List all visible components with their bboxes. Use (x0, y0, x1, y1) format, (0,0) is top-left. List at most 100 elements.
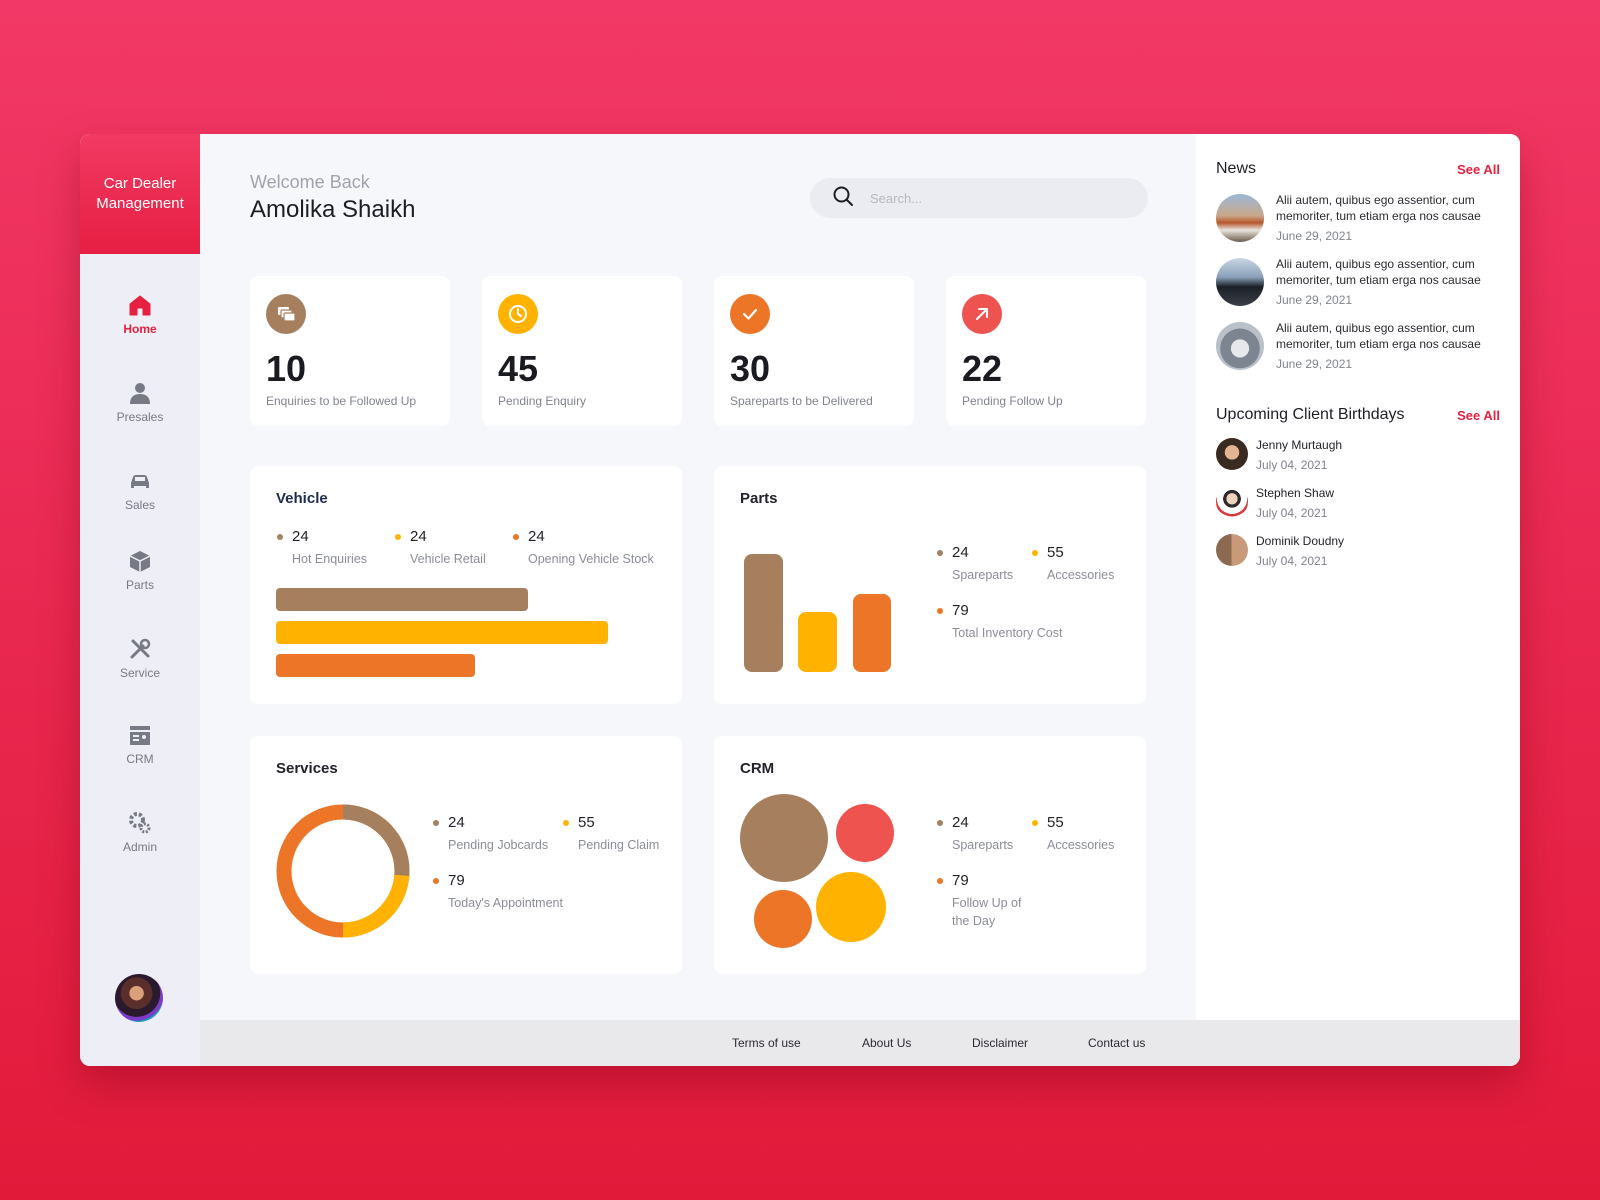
stat-card[interactable]: 30 Spareparts to be Delivered (714, 276, 914, 426)
news-date: June 29, 2021 (1276, 293, 1353, 307)
welcome-text: Welcome Back (250, 172, 370, 192)
birthday-name: Dominik Doudny (1256, 534, 1345, 548)
legend-value: 24 (936, 544, 1013, 561)
legend-value: 24 (432, 814, 548, 831)
card-title: Vehicle (276, 490, 328, 507)
vehicle-card: Vehicle 24 Hot Enquiries 24 Vehicle Reta… (250, 466, 682, 704)
birthday-name: Stephen Shaw (1256, 486, 1335, 500)
stat-card[interactable]: 10 Enquiries to be Followed Up (250, 276, 450, 426)
stat-card[interactable]: 22 Pending Follow Up (946, 276, 1146, 426)
sidebar-item-presales[interactable]: Presales (80, 380, 200, 440)
birthday-item[interactable]: Dominik Doudny July 04, 2021 (1216, 534, 1506, 574)
birthday-item[interactable]: Stephen Shaw July 04, 2021 (1216, 486, 1506, 526)
crm-card: CRM 24 Spareparts 55 Accessories 79 Foll… (714, 736, 1146, 974)
vehicle-bar-opening-stock (276, 654, 475, 677)
avatar[interactable] (115, 974, 163, 1022)
sidebar-item-crm[interactable]: CRM (80, 722, 200, 782)
birthday-date: July 04, 2021 (1256, 506, 1328, 520)
footer-link-about[interactable]: About Us (862, 1036, 912, 1050)
legend-item: 55 Pending Claim (562, 814, 660, 854)
footer-link-contact[interactable]: Contact us (1088, 1036, 1146, 1050)
sidebar-item-home[interactable]: Home (80, 292, 200, 352)
search-icon (832, 185, 854, 212)
card-title: Services (276, 760, 338, 777)
stat-label: Pending Enquiry (498, 394, 587, 408)
sidebar-item-service[interactable]: Service (80, 636, 200, 696)
box-icon (127, 548, 153, 574)
news-see-all-link[interactable]: See All (1457, 162, 1500, 177)
stat-value: 30 (730, 348, 771, 389)
news-thumbnail (1216, 194, 1264, 242)
footer-link-terms[interactable]: Terms of use (732, 1036, 801, 1050)
legend-label: Accessories (1047, 568, 1115, 582)
legend-item: 24 Hot Enquiries (276, 528, 368, 568)
birthdays-heading: Upcoming Client Birthdays (1216, 406, 1405, 423)
vehicle-bar-hot-enquiries (276, 588, 528, 611)
legend-label: Follow Up of the Day (952, 896, 1022, 928)
legend-label: Pending Claim (578, 838, 660, 852)
news-date: June 29, 2021 (1276, 357, 1353, 371)
contact-card-icon (127, 722, 153, 748)
card-title: Parts (740, 490, 778, 507)
messages-icon (266, 294, 306, 334)
search-input[interactable] (870, 190, 1120, 206)
legend-item: 55 Accessories (1031, 544, 1115, 584)
news-item[interactable]: Alii autem, quibus ego assentior, cum me… (1216, 257, 1506, 318)
footer: Terms of use About Us Disclaimer Contact… (200, 1020, 1520, 1066)
birthdays-see-all-link[interactable]: See All (1457, 408, 1500, 423)
crm-bubble-follow-up (754, 890, 812, 948)
services-donut-chart (276, 804, 410, 938)
legend-label: Hot Enquiries (292, 552, 368, 566)
services-card: Services 24 Pending Jobcards 55 Pending … (250, 736, 682, 974)
news-item[interactable]: Alii autem, quibus ego assentior, cum me… (1216, 321, 1506, 382)
sidebar-item-label: Home (123, 322, 157, 336)
avatar (1216, 534, 1248, 566)
stat-label: Pending Follow Up (962, 394, 1063, 408)
legend-value: 79 (433, 872, 563, 889)
news-date: June 29, 2021 (1276, 229, 1353, 243)
brand-logo: Car Dealer Management (80, 134, 200, 254)
parts-bar-inventory-cost (853, 594, 891, 672)
legend-item: 24 Spareparts (936, 814, 1013, 854)
birthday-date: July 04, 2021 (1256, 554, 1328, 568)
sidebar-item-sales[interactable]: Sales (80, 468, 200, 528)
gears-icon (127, 810, 153, 836)
legend-value: 79 (937, 872, 1042, 889)
legend-item: 79 Total Inventory Cost (936, 602, 1063, 642)
legend-label: Total Inventory Cost (952, 626, 1063, 640)
legend-value: 24 (936, 814, 1013, 831)
right-panel: News See All Alii autem, quibus ego asse… (1196, 134, 1520, 1020)
legend-label: Accessories (1047, 838, 1115, 852)
legend-item: 79 Follow Up of the Day (937, 872, 1042, 930)
news-thumbnail (1216, 322, 1264, 370)
news-heading: News (1216, 160, 1257, 177)
sidebar-item-parts[interactable]: Parts (80, 548, 200, 608)
legend-label: Spareparts (952, 568, 1014, 582)
legend-value: 55 (562, 814, 659, 831)
car-icon (127, 468, 153, 494)
news-text: Alii autem, quibus ego assentior, cum me… (1276, 257, 1481, 287)
news-item[interactable]: Alii autem, quibus ego assentior, cum me… (1216, 193, 1506, 254)
legend-value: 24 (276, 528, 367, 545)
birthday-name: Jenny Murtaugh (1256, 438, 1343, 452)
sidebar-item-admin[interactable]: Admin (80, 810, 200, 870)
legend-item: 24 Spareparts (936, 544, 1014, 584)
stat-card[interactable]: 45 Pending Enquiry (482, 276, 682, 426)
parts-bar-spareparts (744, 554, 783, 672)
crm-bubble-red (836, 804, 894, 862)
legend-item: 79 Today's Appointment (433, 872, 563, 912)
crm-bubble-accessories (816, 872, 886, 942)
news-text: Alii autem, quibus ego assentior, cum me… (1276, 193, 1481, 223)
footer-link-disclaimer[interactable]: Disclaimer (972, 1036, 1029, 1050)
birthday-item[interactable]: Jenny Murtaugh July 04, 2021 (1216, 438, 1506, 478)
stat-value: 45 (498, 348, 539, 389)
legend-label: Vehicle Retail (410, 552, 486, 566)
stat-label: Enquiries to be Followed Up (266, 394, 417, 408)
legend-label: Pending Jobcards (448, 838, 549, 852)
sidebar-item-label: Sales (124, 498, 156, 512)
search-bar[interactable] (810, 178, 1148, 218)
tools-icon (127, 636, 153, 662)
legend-label: Opening Vehicle Stock (528, 552, 654, 566)
home-icon (127, 292, 153, 318)
crm-bubble-spareparts (740, 794, 828, 882)
